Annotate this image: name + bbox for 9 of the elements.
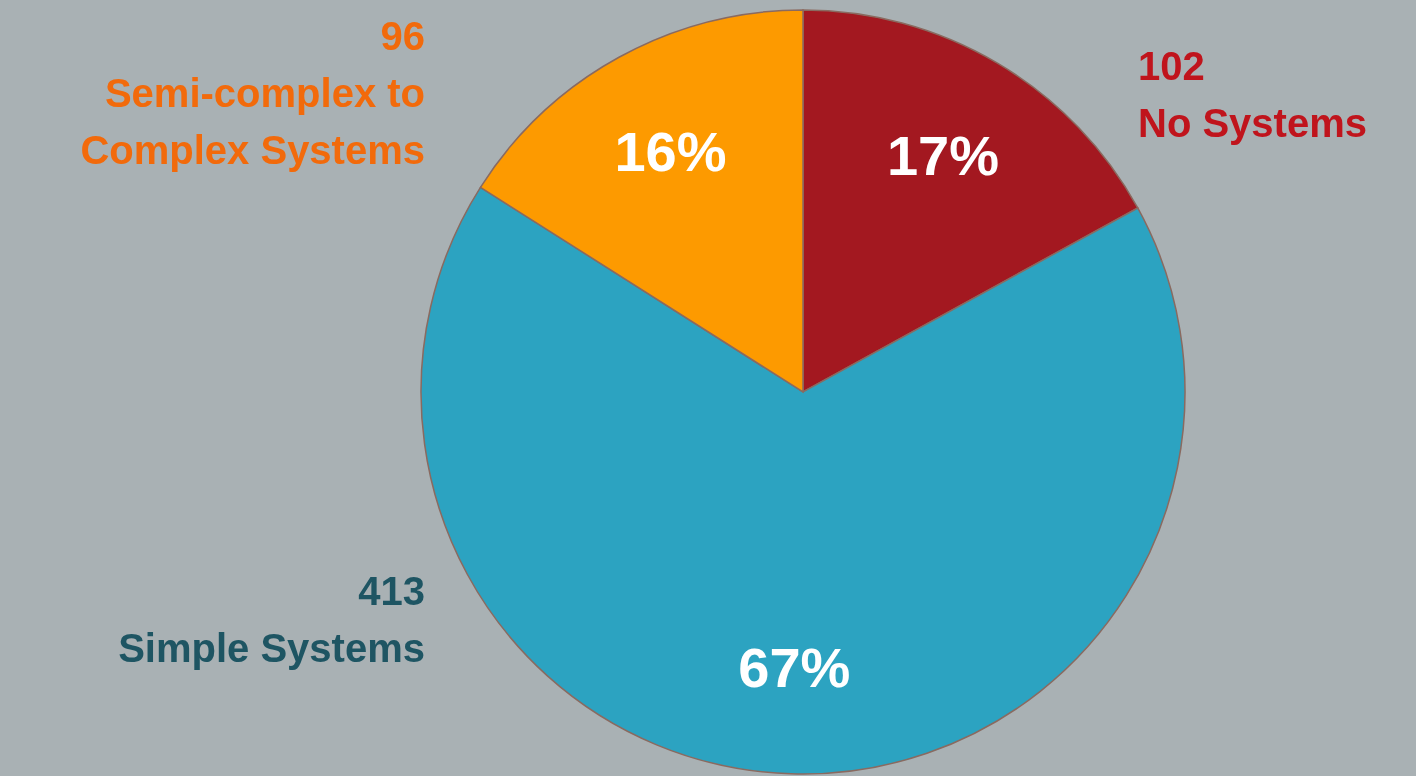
slice-label: No Systems (1138, 101, 1367, 145)
slice-label: Simple Systems (118, 626, 425, 670)
text: 102 (1138, 44, 1205, 88)
text: 96 (380, 14, 425, 58)
data-label: 16% (614, 119, 727, 183)
text: 413 (358, 569, 425, 613)
data-label: 67% (738, 635, 851, 699)
slice-label: Semi-complex to Complex Systems (80, 71, 425, 172)
data-label: 17% (886, 123, 1000, 187)
